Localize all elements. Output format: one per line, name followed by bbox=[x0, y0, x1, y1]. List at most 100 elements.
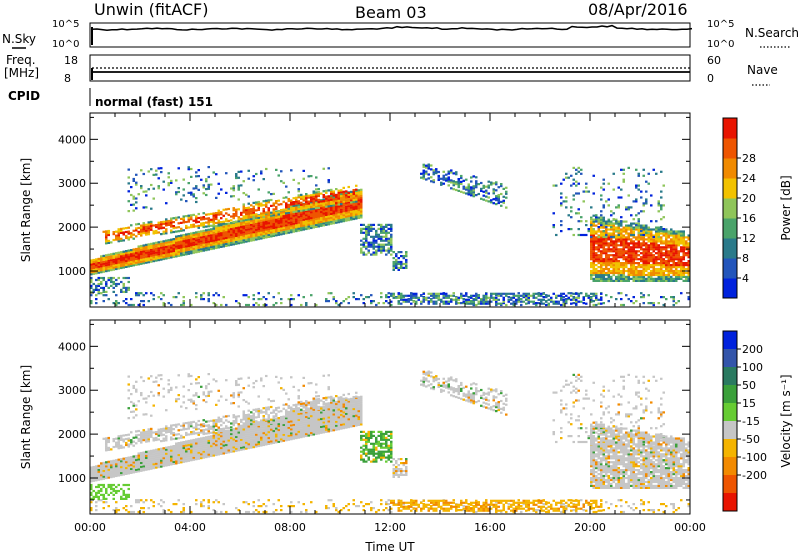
power-cell bbox=[572, 194, 575, 197]
power-cell bbox=[680, 273, 683, 277]
power-cell bbox=[350, 210, 353, 213]
power-cell bbox=[132, 179, 135, 182]
power-cell bbox=[627, 254, 630, 257]
power-cell bbox=[682, 250, 685, 253]
power-cell bbox=[657, 262, 660, 265]
power-cell bbox=[170, 250, 173, 253]
power-cell bbox=[660, 296, 663, 299]
power-cell bbox=[270, 235, 273, 238]
power-cell bbox=[360, 188, 363, 191]
velocity-cell bbox=[162, 463, 165, 466]
power-cell bbox=[150, 228, 153, 231]
power-cell bbox=[405, 300, 408, 303]
velocity-cell bbox=[132, 465, 135, 468]
power-cell bbox=[490, 296, 493, 299]
velocity-cell bbox=[207, 435, 210, 438]
velocity-cell bbox=[172, 447, 175, 450]
power-cell bbox=[335, 207, 338, 210]
velocity-cell bbox=[212, 446, 215, 449]
power-cell bbox=[222, 241, 225, 244]
power-cell bbox=[450, 181, 453, 184]
power-cell bbox=[357, 208, 360, 212]
power-cell bbox=[212, 220, 215, 223]
power-cell bbox=[360, 243, 363, 246]
power-cell bbox=[410, 296, 413, 299]
power-cell bbox=[582, 233, 585, 237]
power-cell bbox=[145, 261, 148, 264]
power-cell bbox=[230, 215, 233, 218]
power-cell bbox=[335, 211, 338, 214]
power-cell bbox=[625, 224, 628, 227]
power-cell bbox=[125, 265, 128, 268]
power-cell bbox=[457, 298, 460, 301]
power-cell bbox=[647, 271, 650, 275]
power-cell bbox=[267, 235, 270, 238]
power-cell bbox=[260, 225, 263, 228]
velocity-cell bbox=[182, 452, 185, 455]
power-cell bbox=[527, 292, 530, 295]
power-cell bbox=[257, 230, 260, 233]
power-cell bbox=[352, 210, 355, 213]
velocity-cell bbox=[122, 465, 125, 468]
power-cell bbox=[235, 240, 238, 243]
velocity-cell bbox=[162, 457, 165, 460]
power-cell bbox=[127, 249, 130, 252]
power-cell bbox=[380, 237, 383, 240]
velocity-cell bbox=[175, 444, 178, 447]
power-cell bbox=[117, 261, 120, 264]
power-cell bbox=[135, 223, 138, 226]
power-cell bbox=[475, 296, 478, 299]
power-cell bbox=[185, 251, 188, 254]
velocity-cell bbox=[140, 457, 143, 460]
power-cell bbox=[517, 294, 520, 297]
power-cell bbox=[157, 227, 160, 230]
power-cell bbox=[222, 231, 225, 234]
power-cell bbox=[657, 302, 660, 305]
power-cell bbox=[445, 294, 448, 297]
power-cell bbox=[127, 265, 130, 268]
power-cell bbox=[560, 192, 563, 195]
power-cell bbox=[177, 216, 180, 219]
velocity-cell bbox=[102, 463, 105, 466]
power-cell bbox=[367, 223, 370, 226]
power-cell bbox=[420, 176, 423, 179]
power-cell bbox=[637, 234, 640, 237]
power-cell bbox=[350, 194, 353, 197]
power-cell bbox=[140, 248, 143, 251]
power-cell bbox=[317, 188, 320, 191]
velocity-cell bbox=[180, 441, 183, 444]
power-cell bbox=[610, 232, 613, 235]
power-cell bbox=[137, 253, 140, 256]
power-cell bbox=[147, 231, 150, 234]
power-cell bbox=[472, 303, 475, 307]
power-cell bbox=[265, 224, 268, 227]
power-cell bbox=[220, 228, 223, 231]
power-cell bbox=[302, 218, 305, 221]
power-cell bbox=[142, 230, 145, 233]
power-cell bbox=[162, 226, 165, 229]
power-cell bbox=[170, 254, 173, 257]
power-cell bbox=[487, 296, 490, 299]
power-cell bbox=[460, 190, 463, 193]
velocity-cell bbox=[170, 453, 173, 456]
power-cell bbox=[397, 294, 400, 297]
power-cell bbox=[312, 222, 315, 225]
power-cell bbox=[97, 257, 100, 260]
power-cell bbox=[652, 254, 655, 257]
power-cell bbox=[185, 233, 188, 236]
power-cell bbox=[417, 296, 420, 299]
power-cell bbox=[265, 216, 268, 219]
power-cell bbox=[317, 198, 320, 201]
power-cell bbox=[455, 300, 458, 303]
velocity-cell bbox=[130, 465, 133, 469]
velocity-cell bbox=[265, 433, 268, 436]
power-cell bbox=[310, 198, 313, 201]
velocity-cell bbox=[135, 464, 138, 467]
power-cell bbox=[270, 225, 273, 228]
power-cell bbox=[237, 232, 240, 235]
power-cell bbox=[632, 273, 635, 277]
power-cell bbox=[470, 190, 473, 193]
power-cell bbox=[110, 276, 113, 280]
power-cell bbox=[355, 191, 358, 194]
power-cell bbox=[472, 189, 475, 192]
